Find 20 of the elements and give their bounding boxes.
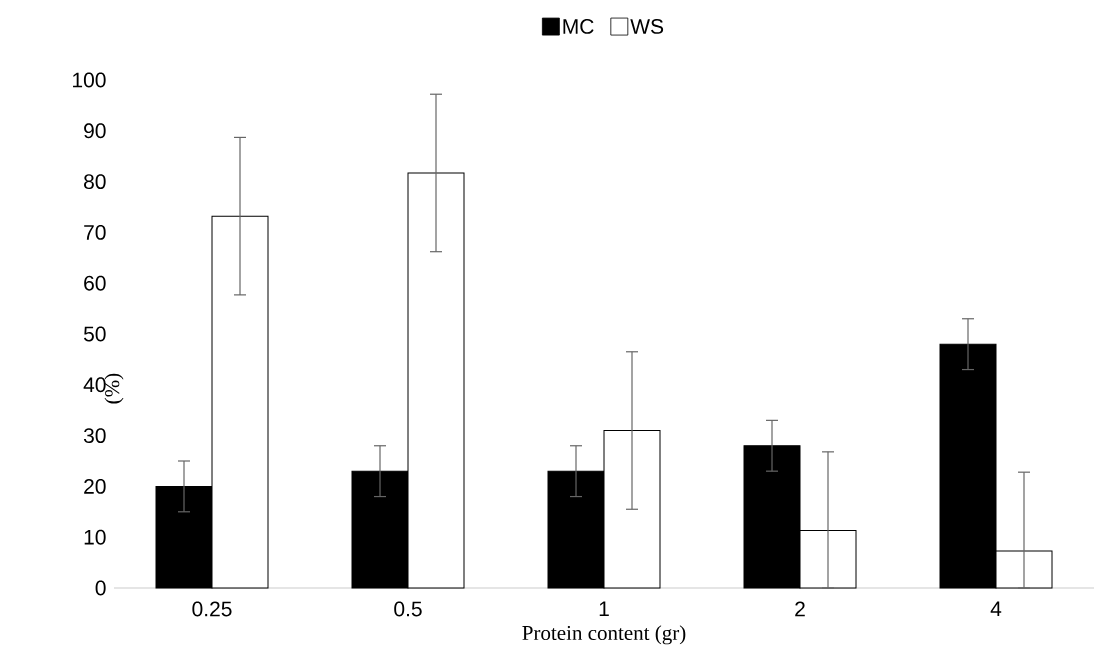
x-tick-label: 2 — [795, 601, 805, 617]
legend-label: WS — [630, 18, 664, 34]
x-tick-label: 0.5 — [394, 601, 422, 617]
y-tick-label: 20 — [84, 478, 106, 494]
y-tick-label: 50 — [83, 326, 106, 342]
y-tick-label: 90 — [84, 123, 106, 139]
y-tick-label: 10 — [84, 529, 106, 545]
x-axis-title: Protein content (gr) — [522, 625, 686, 645]
y-tick-label: 70 — [84, 224, 106, 240]
y-tick-label: 100 — [73, 72, 106, 88]
y-tick-label: 40 — [83, 377, 106, 393]
y-tick-label: 60 — [84, 275, 106, 291]
y-tick-label: 0 — [95, 580, 106, 596]
x-tick-label: 1 — [599, 601, 609, 616]
y-tick-label: 30 — [83, 428, 106, 444]
y-axis-title: (%) — [104, 373, 124, 404]
legend-label: MC — [563, 18, 594, 34]
x-tick-label: 4 — [990, 601, 1002, 616]
y-tick-label: 80 — [84, 174, 106, 190]
x-tick-label: 0.25 — [192, 601, 232, 617]
